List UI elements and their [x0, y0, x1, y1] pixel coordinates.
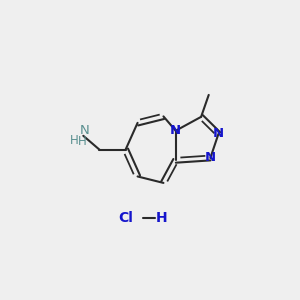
Text: H: H	[70, 134, 79, 147]
Text: N: N	[205, 152, 216, 164]
Text: H: H	[78, 135, 86, 148]
Text: N: N	[80, 124, 89, 137]
Text: Cl: Cl	[118, 212, 134, 226]
Text: N: N	[213, 128, 224, 140]
Text: H: H	[156, 212, 168, 226]
Text: N: N	[170, 124, 181, 137]
